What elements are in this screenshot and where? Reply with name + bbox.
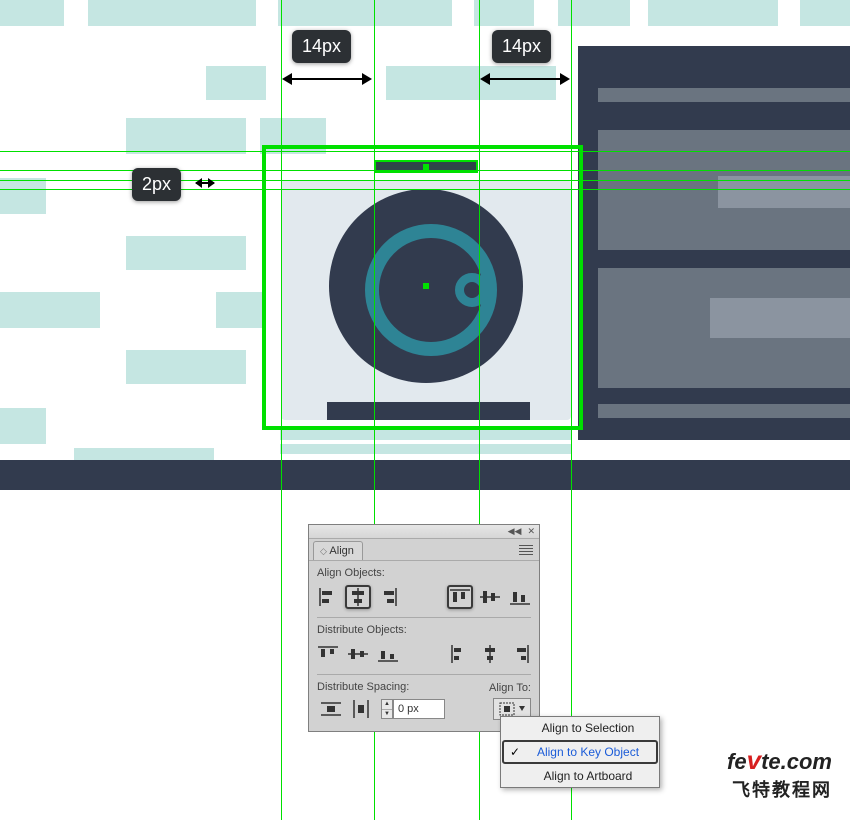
distribute-right-button[interactable]: [507, 642, 533, 666]
bg-block: [206, 66, 266, 100]
bg-block: [474, 0, 534, 26]
bg-block: [88, 0, 256, 26]
measurement-arrow: [196, 182, 214, 184]
distribute-h-space-button[interactable]: [347, 697, 375, 721]
collapse-icon[interactable]: ◀◀: [508, 526, 522, 537]
panel-header: ◀◀ ✕: [309, 525, 539, 539]
distribute-v-center-button[interactable]: [345, 642, 371, 666]
label-align-to: Align To:: [489, 682, 531, 698]
panel-row: [710, 298, 850, 338]
bg-block: [0, 178, 46, 214]
bg-block: [0, 408, 46, 444]
align-to-dropdown: Align to SelectionAlign to Key ObjectAli…: [500, 716, 660, 788]
spacing-stepper[interactable]: ▲▼: [381, 699, 393, 719]
tab-align[interactable]: Align: [313, 541, 363, 560]
align-right-button[interactable]: [375, 585, 401, 609]
align-v-center-button[interactable]: [477, 585, 503, 609]
align-bottom-button[interactable]: [507, 585, 533, 609]
align-panel: ◀◀ ✕ Align Align Objects: Distribute Obj…: [308, 524, 540, 732]
selection-center-handle[interactable]: [423, 283, 429, 289]
distribute-top-button[interactable]: [315, 642, 341, 666]
bg-block: [126, 118, 246, 154]
panel-tabs: Align: [309, 539, 539, 561]
distribute-bottom-button[interactable]: [375, 642, 401, 666]
measurement-arrow: [482, 78, 568, 80]
label-distribute-objects: Distribute Objects:: [309, 618, 539, 638]
bg-block: [0, 292, 100, 328]
panel-row: [598, 88, 850, 102]
dropdown-item[interactable]: Align to Key Object: [502, 740, 658, 764]
close-icon[interactable]: ✕: [527, 526, 535, 537]
label-align-objects: Align Objects:: [309, 561, 539, 581]
spacing-value-field[interactable]: 0 px: [393, 699, 445, 719]
panel-row: [598, 404, 850, 418]
bg-block: [558, 0, 630, 26]
bg-block: [800, 0, 850, 26]
label-distribute-spacing: Distribute Spacing:: [317, 681, 489, 697]
bg-block: [0, 0, 64, 26]
dropdown-item[interactable]: Align to Artboard: [501, 765, 659, 787]
measurement-label: 14px: [492, 30, 551, 63]
measurement-label: 2px: [132, 168, 181, 201]
align-left-button[interactable]: [315, 585, 341, 609]
panel-menu-icon[interactable]: [519, 544, 533, 556]
bg-block: [280, 444, 572, 454]
distribute-left-button[interactable]: [447, 642, 473, 666]
align-top-button[interactable]: [447, 585, 473, 609]
watermark: fevte.com 飞特教程网: [727, 745, 832, 802]
bg-block: [278, 0, 452, 26]
bg-block: [648, 0, 778, 26]
measurement-arrow: [284, 78, 370, 80]
bg-block: [386, 66, 556, 100]
bg-block: [126, 350, 246, 384]
selection-center-handle[interactable]: [423, 164, 429, 170]
align-h-center-button[interactable]: [345, 585, 371, 609]
measurement-label: 14px: [292, 30, 351, 63]
bg-block: [126, 236, 246, 270]
bottom-dark-bar: [0, 460, 850, 490]
dropdown-item[interactable]: Align to Selection: [501, 717, 659, 739]
distribute-v-space-button[interactable]: [317, 697, 345, 721]
bg-block: [216, 292, 262, 328]
distribute-h-center-button[interactable]: [477, 642, 503, 666]
